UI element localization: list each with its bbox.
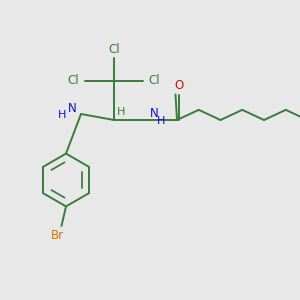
Text: N: N	[68, 102, 77, 115]
Text: Br: Br	[50, 229, 64, 242]
Text: O: O	[175, 79, 184, 92]
Text: Cl: Cl	[68, 74, 79, 88]
Text: H: H	[58, 110, 67, 120]
Text: N: N	[149, 107, 158, 120]
Text: H: H	[117, 106, 126, 117]
Text: Cl: Cl	[149, 74, 160, 88]
Text: Cl: Cl	[108, 43, 120, 56]
Text: H: H	[157, 116, 165, 127]
